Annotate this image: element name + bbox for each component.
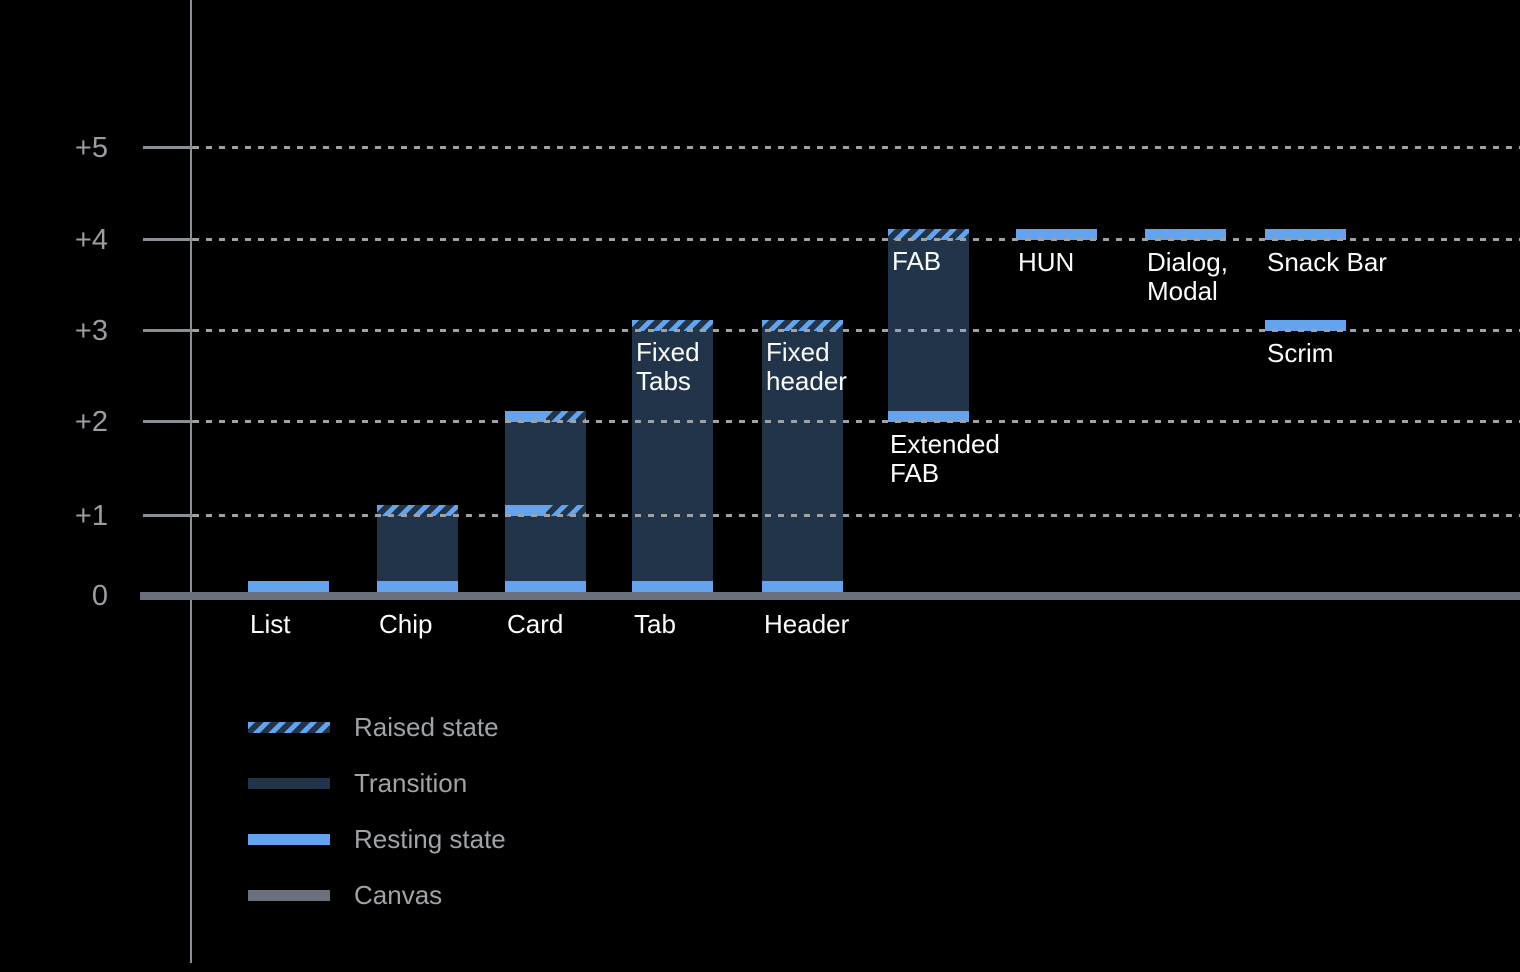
gridline-1 bbox=[193, 514, 1520, 517]
band-resting-scrim bbox=[1265, 320, 1346, 331]
band-raised-fab bbox=[888, 229, 969, 240]
gridline-2 bbox=[193, 420, 1520, 423]
legend-swatch-canvas bbox=[248, 889, 330, 901]
band-raised-tab bbox=[632, 320, 713, 331]
bar-below-label-dialog-modal: Dialog, Modal bbox=[1147, 248, 1228, 306]
band-resting-snack-bar bbox=[1265, 229, 1346, 240]
y-axis-tick-label-2: +2 bbox=[74, 406, 108, 438]
label-line: header bbox=[766, 366, 847, 396]
y-axis-tick-mark-4 bbox=[143, 238, 193, 241]
band-resting-chip bbox=[377, 581, 458, 592]
band-resting-card bbox=[505, 581, 586, 592]
band-resting-hun bbox=[1016, 229, 1097, 240]
legend-item-canvas: Canvas bbox=[248, 879, 506, 910]
bar-transition-tab bbox=[632, 320, 713, 592]
band-raised-header bbox=[762, 320, 843, 331]
bar-label-tab: Tab bbox=[634, 609, 676, 639]
band-resting-half bbox=[505, 505, 546, 516]
y-axis-tick-mark-3 bbox=[143, 329, 193, 332]
label-line: Extended bbox=[890, 429, 1000, 459]
band-resting-dialog-modal bbox=[1145, 229, 1226, 240]
legend-item-resting: Resting state bbox=[248, 823, 506, 854]
bar-transition-header bbox=[762, 320, 843, 592]
bar-below-label-scrim: Scrim bbox=[1267, 339, 1333, 368]
bar-inner-label-tab: Fixed Tabs bbox=[636, 338, 700, 396]
y-axis-tick-label-4: +4 bbox=[74, 224, 108, 256]
bar-inner-label-header: Fixed header bbox=[766, 338, 847, 396]
label-line: FAB bbox=[892, 246, 942, 276]
bar-below-label-snack-bar: Snack Bar bbox=[1267, 248, 1387, 277]
band-split-card-l2 bbox=[505, 411, 586, 422]
label-line: Scrim bbox=[1267, 338, 1334, 368]
y-axis-tick-mark-5 bbox=[143, 146, 193, 149]
label-line: Fixed bbox=[636, 337, 700, 367]
bar-label-header: Header bbox=[764, 609, 850, 639]
bar-label-card: Card bbox=[507, 609, 564, 639]
legend-swatch-raised bbox=[248, 721, 330, 733]
chart-legend: Raised state Transition Resting state Canva… bbox=[248, 711, 506, 937]
y-axis-tick-mark-1 bbox=[143, 514, 193, 517]
y-axis-tick-label-1: +1 bbox=[74, 500, 108, 532]
y-axis-tick-label-0: 0 bbox=[91, 580, 108, 612]
legend-swatch-resting bbox=[248, 833, 330, 845]
bar-below-label-hun: HUN bbox=[1018, 248, 1074, 277]
label-line: Fixed bbox=[766, 337, 830, 367]
band-raised-half bbox=[546, 411, 586, 422]
band-resting-header bbox=[762, 581, 843, 592]
y-axis-tick-label-5: +5 bbox=[74, 132, 108, 164]
y-axis-tick-label-3: +3 bbox=[74, 315, 108, 347]
legend-item-transition: Transition bbox=[248, 767, 506, 798]
bar-label-list: List bbox=[250, 609, 291, 639]
label-line: Tabs bbox=[636, 366, 691, 396]
band-resting-fab bbox=[888, 411, 969, 422]
bar-label-chip: Chip bbox=[379, 609, 433, 639]
label-line: HUN bbox=[1018, 247, 1075, 277]
bar-transition-fab bbox=[888, 229, 969, 422]
label-line: FAB bbox=[890, 458, 940, 488]
y-axis-line bbox=[190, 0, 192, 963]
band-raised-chip bbox=[377, 505, 458, 516]
bar-below-label-fab: Extended FAB bbox=[890, 430, 1000, 488]
label-line: Modal bbox=[1147, 276, 1218, 306]
gridline-4 bbox=[193, 238, 1520, 241]
band-resting-half bbox=[505, 411, 546, 422]
legend-label-transition: Transition bbox=[354, 767, 468, 798]
band-raised-half bbox=[546, 505, 586, 516]
y-axis-tick-mark-2 bbox=[143, 420, 193, 423]
legend-item-raised: Raised state bbox=[248, 711, 506, 742]
band-resting-tab bbox=[632, 581, 713, 592]
legend-label-canvas: Canvas bbox=[354, 879, 443, 910]
bar-transition-card bbox=[505, 411, 586, 592]
bar-inner-label-fab: FAB bbox=[892, 247, 941, 276]
band-split-card-l1 bbox=[505, 505, 586, 516]
canvas-baseline bbox=[140, 592, 1520, 600]
gridline-3 bbox=[193, 329, 1520, 332]
label-line: Dialog, bbox=[1147, 247, 1228, 277]
bar-transition-chip bbox=[377, 505, 458, 592]
label-line: Snack Bar bbox=[1267, 247, 1387, 277]
legend-swatch-transition bbox=[248, 777, 330, 789]
legend-label-raised: Raised state bbox=[354, 711, 499, 742]
band-resting-list bbox=[248, 581, 329, 592]
legend-label-resting: Resting state bbox=[354, 823, 506, 854]
gridline-5 bbox=[193, 146, 1520, 149]
